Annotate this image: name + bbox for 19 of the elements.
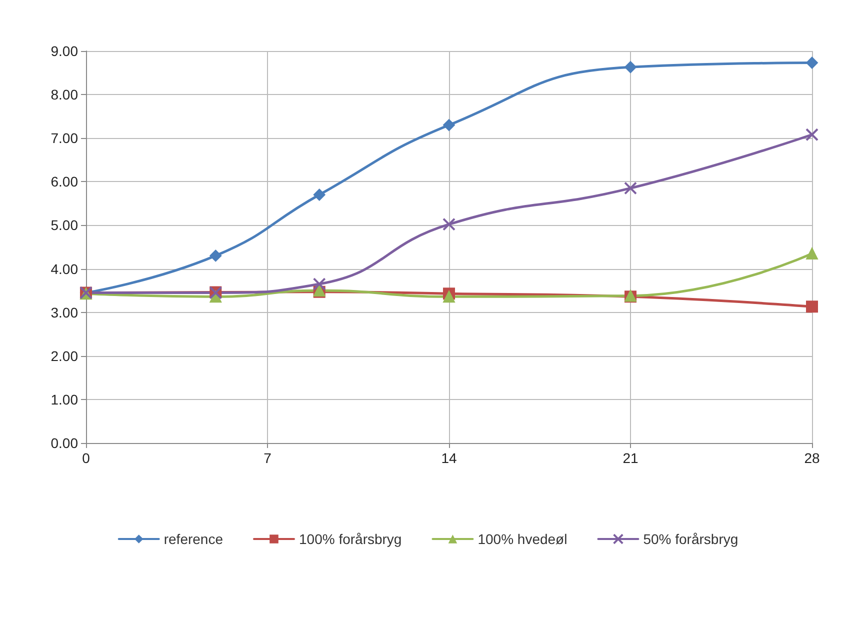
y-tick-label: 3.00 <box>50 304 78 320</box>
legend-label: 50% forårsbryg <box>643 531 738 547</box>
y-tick-label: 4.00 <box>50 260 78 277</box>
y-tick-label: 5.00 <box>50 217 78 234</box>
legend-label: reference <box>164 531 224 547</box>
y-tick-label: 9.00 <box>50 43 78 59</box>
y-tick-label: 1.00 <box>50 391 78 408</box>
x-tick-label: 0 <box>82 450 90 466</box>
x-tick-label: 14 <box>441 450 457 466</box>
y-tick-label: 6.00 <box>50 174 78 190</box>
y-tick-label: 8.00 <box>50 86 78 103</box>
x-tick-label: 28 <box>804 450 820 466</box>
y-tick-label: 2.00 <box>50 348 78 364</box>
legend-label: 100% forårsbryg <box>298 531 402 547</box>
x-tick-label: 7 <box>264 450 272 466</box>
y-tick-label: 7.00 <box>50 130 78 146</box>
y-tick-label: 0.00 <box>50 435 78 451</box>
x-tick-label: 21 <box>622 450 638 466</box>
legend-label: 100% hvedeøl <box>478 531 568 547</box>
